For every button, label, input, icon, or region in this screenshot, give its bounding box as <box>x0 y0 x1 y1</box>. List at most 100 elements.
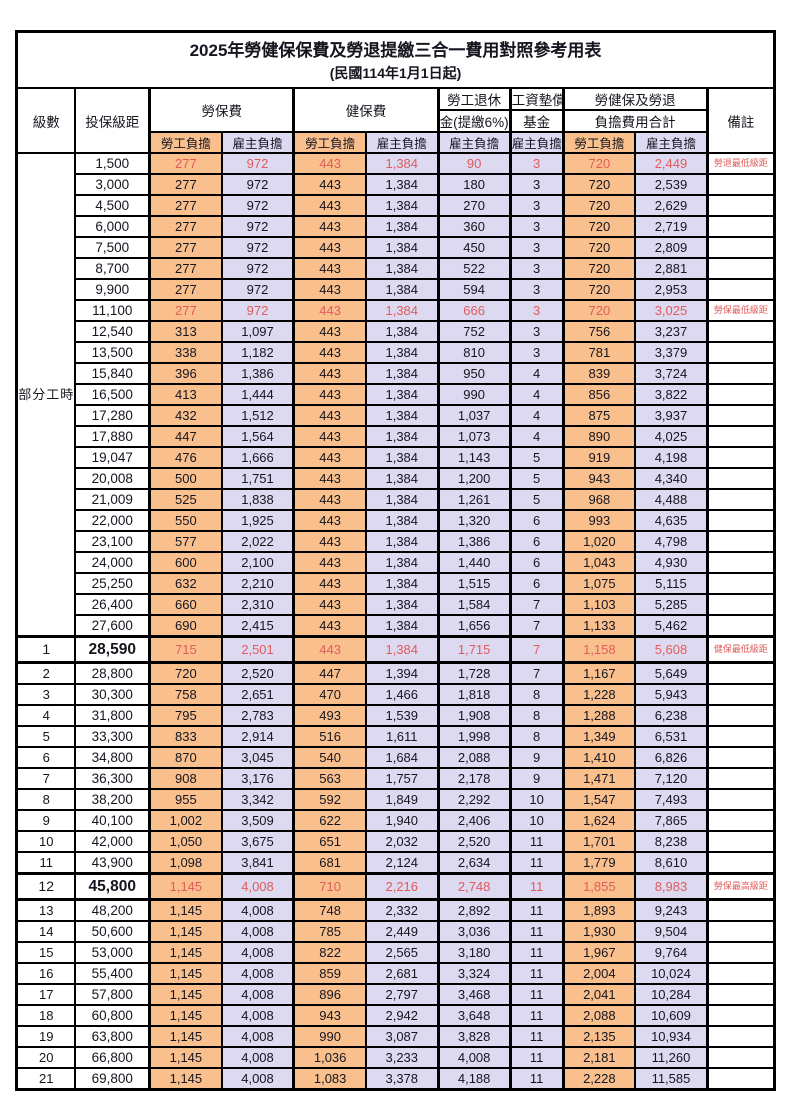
wage-fund-employer-cell: 10 <box>508 809 565 832</box>
health-ins-employer-cell: 1,466 <box>364 683 440 706</box>
labor-ins-employee-cell: 1,145 <box>148 920 223 943</box>
pension-employer-cell: 810 <box>436 341 512 364</box>
health-ins-employee-cell: 443 <box>292 425 367 448</box>
table-row: 17 57,800 1,145 4,008 896 2,797 3,468 11 2,041 10… <box>15 983 776 1006</box>
bracket-cell: 21,009 <box>74 488 151 511</box>
total-employer-cell: 2,539 <box>634 173 709 196</box>
total-employer-cell: 7,865 <box>634 809 709 832</box>
health-ins-employer-cell: 2,032 <box>364 830 440 853</box>
labor-ins-employer-cell: 2,501 <box>220 635 295 664</box>
pension-employer-cell: 2,088 <box>436 746 512 769</box>
header-pension-employer-share: 雇主負擔 <box>436 131 512 154</box>
level-cell: 2 <box>15 661 77 685</box>
labor-ins-employee-cell: 277 <box>148 215 223 238</box>
header-health-employee-share: 勞工負擔 <box>292 131 367 154</box>
wage-fund-employer-cell: 6 <box>508 509 565 532</box>
labor-ins-employee-cell: 396 <box>148 362 223 385</box>
health-ins-employer-cell: 1,384 <box>364 404 440 427</box>
pension-employer-cell: 950 <box>436 362 512 385</box>
total-employee-cell: 781 <box>561 341 637 364</box>
total-employee-cell: 943 <box>561 467 637 490</box>
labor-ins-employer-cell: 972 <box>220 278 295 301</box>
wage-fund-employer-cell: 3 <box>508 257 565 280</box>
pension-employer-cell: 3,828 <box>436 1025 512 1048</box>
labor-ins-employee-cell: 833 <box>148 725 223 748</box>
pension-employer-cell: 594 <box>436 278 512 301</box>
note-cell <box>705 683 776 706</box>
bracket-cell: 66,800 <box>74 1046 151 1069</box>
total-employer-cell: 3,822 <box>634 383 709 406</box>
total-employee-cell: 720 <box>561 299 637 322</box>
health-ins-employee-cell: 443 <box>292 446 367 469</box>
header-labor-insurance: 勞保費 <box>148 87 295 133</box>
total-employer-cell: 4,930 <box>634 551 709 574</box>
labor-ins-employer-cell: 4,008 <box>220 1004 295 1027</box>
bracket-cell: 4,500 <box>74 194 151 217</box>
note-cell <box>705 488 776 511</box>
bracket-cell: 25,250 <box>74 572 151 595</box>
health-ins-employer-cell: 1,384 <box>364 446 440 469</box>
labor-ins-employer-cell: 972 <box>220 194 295 217</box>
labor-ins-employee-cell: 758 <box>148 683 223 706</box>
table-row: 3 30,300 758 2,651 470 1,466 1,818 8 1,228 5,943 <box>15 683 776 706</box>
level-cell: 10 <box>15 830 77 853</box>
total-employee-cell: 1,167 <box>561 661 637 685</box>
wage-fund-employer-cell: 7 <box>508 593 565 616</box>
pension-employer-cell: 3,180 <box>436 941 512 964</box>
bracket-cell: 6,000 <box>74 215 151 238</box>
note-cell <box>705 341 776 364</box>
health-ins-employee-cell: 443 <box>292 551 367 574</box>
header-health-insurance: 健保費 <box>292 87 440 133</box>
bracket-cell: 48,200 <box>74 898 151 922</box>
total-employer-cell: 10,024 <box>634 962 709 985</box>
header-labor-employer-share: 雇主負擔 <box>220 131 295 154</box>
health-ins-employer-cell: 1,384 <box>364 614 440 638</box>
labor-ins-employer-cell: 3,675 <box>220 830 295 853</box>
wage-fund-employer-cell: 3 <box>508 341 565 364</box>
table-row: 9 40,100 1,002 3,509 622 1,940 2,406 10 1,624 7,8… <box>15 809 776 832</box>
pension-employer-cell: 990 <box>436 383 512 406</box>
labor-ins-employee-cell: 277 <box>148 257 223 280</box>
total-employee-cell: 1,624 <box>561 809 637 832</box>
table-row: 8,700 277 972 443 1,384 522 3 720 2,881 <box>17 257 776 280</box>
labor-ins-employer-cell: 2,210 <box>220 572 295 595</box>
bracket-cell: 19,047 <box>74 446 151 469</box>
labor-ins-employer-cell: 4,008 <box>220 983 295 1006</box>
total-employer-cell: 8,983 <box>634 872 709 901</box>
header-row-shares: 勞工負擔 雇主負擔 勞工負擔 雇主負擔 雇主負擔 雇主負擔 勞工負擔 雇主負擔 <box>17 131 775 154</box>
labor-ins-employer-cell: 2,415 <box>220 614 295 638</box>
table-row: 16 55,400 1,145 4,008 859 2,681 3,324 11 2,004 10… <box>15 962 776 985</box>
total-employee-cell: 1,158 <box>561 635 637 664</box>
labor-ins-employer-cell: 4,008 <box>220 1067 295 1091</box>
health-ins-employer-cell: 2,681 <box>364 962 440 985</box>
health-ins-employee-cell: 443 <box>292 383 367 406</box>
total-employer-cell: 4,488 <box>634 488 709 511</box>
health-ins-employer-cell: 1,384 <box>364 341 440 364</box>
health-ins-employee-cell: 443 <box>292 320 367 343</box>
table-row: 19 63,800 1,145 4,008 990 3,087 3,828 11 2,135 10… <box>15 1025 776 1048</box>
bracket-cell: 31,800 <box>74 704 151 727</box>
health-ins-employee-cell: 443 <box>292 299 367 322</box>
labor-ins-employer-cell: 972 <box>220 152 295 175</box>
labor-ins-employer-cell: 1,444 <box>220 383 295 406</box>
note-cell <box>705 661 776 685</box>
total-employee-cell: 919 <box>561 446 637 469</box>
total-employer-cell: 5,608 <box>634 635 709 664</box>
wage-fund-employer-cell: 11 <box>508 1046 565 1069</box>
wage-fund-employer-cell: 11 <box>508 941 565 964</box>
wage-fund-employer-cell: 11 <box>508 872 565 901</box>
total-employer-cell: 3,379 <box>634 341 709 364</box>
health-ins-employer-cell: 1,384 <box>364 320 440 343</box>
health-ins-employee-cell: 443 <box>292 509 367 532</box>
pension-employer-cell: 752 <box>436 320 512 343</box>
note-cell <box>705 1046 776 1069</box>
table-row: 20,008 500 1,751 443 1,384 1,200 5 943 4,340 <box>17 467 776 490</box>
note-cell <box>705 1067 776 1091</box>
pension-employer-cell: 3,036 <box>436 920 512 943</box>
wage-fund-employer-cell: 3 <box>508 173 565 196</box>
health-ins-employee-cell: 748 <box>292 898 367 922</box>
labor-ins-employee-cell: 1,002 <box>148 809 223 832</box>
total-employer-cell: 10,934 <box>634 1025 709 1048</box>
total-employer-cell: 3,025 <box>634 299 709 322</box>
note-cell <box>705 320 776 343</box>
